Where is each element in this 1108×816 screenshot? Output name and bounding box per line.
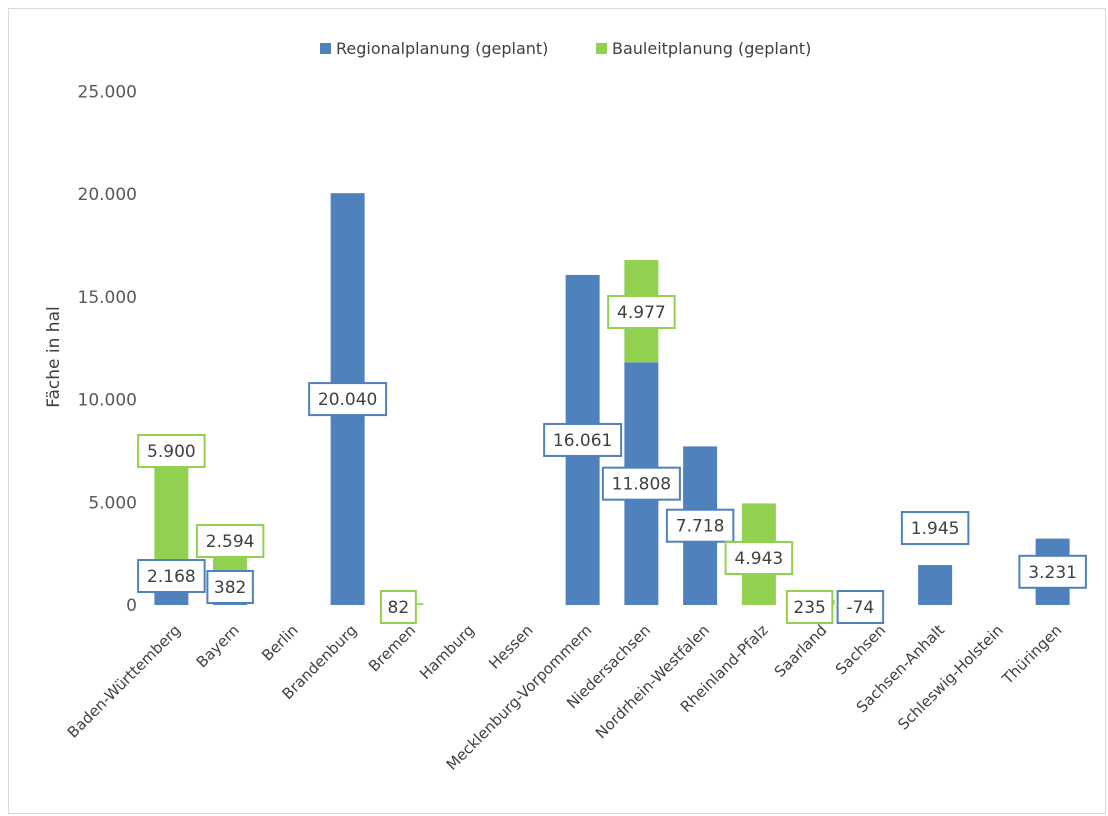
- chart-frame: Regionalplanung (geplant) Bauleitplanung…: [8, 8, 1106, 814]
- bar-chart: Regionalplanung (geplant) Bauleitplanung…: [44, 39, 1087, 774]
- label-regional-niedersachsen: 11.808: [601, 466, 681, 501]
- label-regional-sachsen-anhalt-box: [900, 511, 970, 546]
- legend-swatch-bauleitplanung: [596, 43, 607, 54]
- label-regional-thüringen: 3.231: [1018, 554, 1087, 589]
- label-bauleit-baden-württemberg-box: [137, 434, 206, 468]
- category-label-hamburg: Hamburg: [416, 621, 478, 683]
- label-bauleit-baden-württemberg-text: 5.900: [147, 442, 196, 462]
- y-tick-label: 5.000: [88, 493, 137, 513]
- label-bauleit-saarland: 235: [785, 590, 834, 624]
- label-bauleit-rheinland-pfalz-box: [724, 541, 794, 575]
- category-label-saarland: Saarland: [771, 621, 831, 681]
- label-bauleit-saarland-box: [785, 590, 834, 624]
- label-regional-baden-württemberg: 2.168: [137, 559, 206, 593]
- label-regional-mecklenburg-vorpommern-box: [543, 422, 623, 457]
- label-regional-niedersachsen-box: [601, 466, 681, 501]
- y-tick-label: 25.000: [78, 82, 137, 102]
- label-regional-brandenburg: 20.040: [308, 382, 388, 417]
- label-bauleit-bremen: 82: [379, 590, 417, 624]
- data-labels: 2.168 382 20.040 16.061 11.808 7.718 -74 1.945 3…: [137, 295, 1087, 624]
- label-regional-bayern-box: [206, 570, 254, 604]
- label-regional-sachsen-box: [836, 590, 885, 624]
- label-regional-brandenburg-text: 20.040: [318, 390, 377, 410]
- label-bauleit-bremen-box: [379, 590, 417, 624]
- label-bauleit-bayern: 2.594: [195, 524, 265, 558]
- label-bauleit-bremen-text: 82: [388, 598, 410, 618]
- label-bauleit-rheinland-pfalz: 4.943: [724, 541, 794, 575]
- label-bauleit-baden-württemberg: 5.900: [137, 434, 206, 468]
- label-regional-thüringen-box: [1018, 554, 1087, 589]
- label-regional-nordrhein-westfalen-text: 7.718: [676, 517, 725, 537]
- label-regional-nordrhein-westfalen: 7.718: [665, 508, 735, 543]
- y-axis-title: Fäche in hal: [44, 306, 64, 407]
- label-regional-sachsen-anhalt: 1.945: [900, 511, 970, 546]
- label-regional-sachsen-anhalt-text: 1.945: [911, 519, 960, 539]
- label-bauleit-saarland-text: 235: [793, 598, 825, 618]
- category-label-schleswig-holstein: Schleswig-Holstein: [894, 621, 1006, 733]
- y-tick-label: 15.000: [78, 288, 137, 308]
- category-label-bremen: Bremen: [365, 621, 419, 675]
- label-regional-niedersachsen-text: 11.808: [612, 475, 671, 495]
- category-label-baden-württemberg: Baden-Württemberg: [64, 621, 184, 741]
- label-regional-bayern: 382: [206, 570, 254, 604]
- label-regional-bayern-text: 382: [214, 578, 246, 598]
- category-label-bayern: Bayern: [193, 621, 243, 671]
- label-regional-mecklenburg-vorpommern-text: 16.061: [553, 431, 612, 451]
- label-bauleit-bayern-text: 2.594: [206, 532, 255, 552]
- label-bauleit-rheinland-pfalz-text: 4.943: [735, 549, 784, 569]
- label-regional-baden-württemberg-text: 2.168: [147, 567, 196, 587]
- category-label-sachsen: Sachsen: [832, 621, 889, 678]
- y-axis-ticks: 0 5.000 10.000 15.000 20.000 25.000: [78, 82, 137, 616]
- label-regional-sachsen: -74: [836, 590, 885, 624]
- category-label-thüringen: Thüringen: [998, 621, 1065, 688]
- legend-label-bauleitplanung: Bauleitplanung (geplant): [612, 39, 811, 58]
- label-regional-brandenburg-box: [308, 382, 388, 417]
- y-tick-label: 20.000: [78, 185, 137, 205]
- label-bauleit-niedersachsen-text: 4.977: [617, 303, 666, 323]
- label-regional-thüringen-text: 3.231: [1028, 563, 1077, 583]
- legend-swatch-regionalplanung: [320, 43, 331, 54]
- category-label-hessen: Hessen: [485, 621, 537, 673]
- x-axis-category-labels: Baden-Württemberg Bayern BerlinBrandenburg…: [64, 621, 1066, 774]
- y-tick-label: 10.000: [78, 391, 137, 411]
- label-regional-baden-württemberg-box: [137, 559, 206, 593]
- label-regional-mecklenburg-vorpommern: 16.061: [543, 422, 623, 457]
- label-bauleit-bayern-box: [195, 524, 265, 558]
- legend-label-regionalplanung: Regionalplanung (geplant): [336, 39, 548, 58]
- label-bauleit-niedersachsen-box: [607, 295, 676, 329]
- bar-regional-sachsen-anhalt: [918, 565, 953, 605]
- label-bauleit-niedersachsen: 4.977: [607, 295, 676, 329]
- category-label-nordrhein-westfalen: Nordrhein-Westfalen: [592, 621, 713, 742]
- category-label-berlin: Berlin: [258, 621, 302, 665]
- legend: Regionalplanung (geplant) Bauleitplanung…: [320, 39, 811, 58]
- label-regional-sachsen-text: -74: [846, 598, 874, 618]
- label-regional-nordrhein-westfalen-box: [665, 508, 735, 543]
- y-tick-label: 0: [126, 596, 137, 616]
